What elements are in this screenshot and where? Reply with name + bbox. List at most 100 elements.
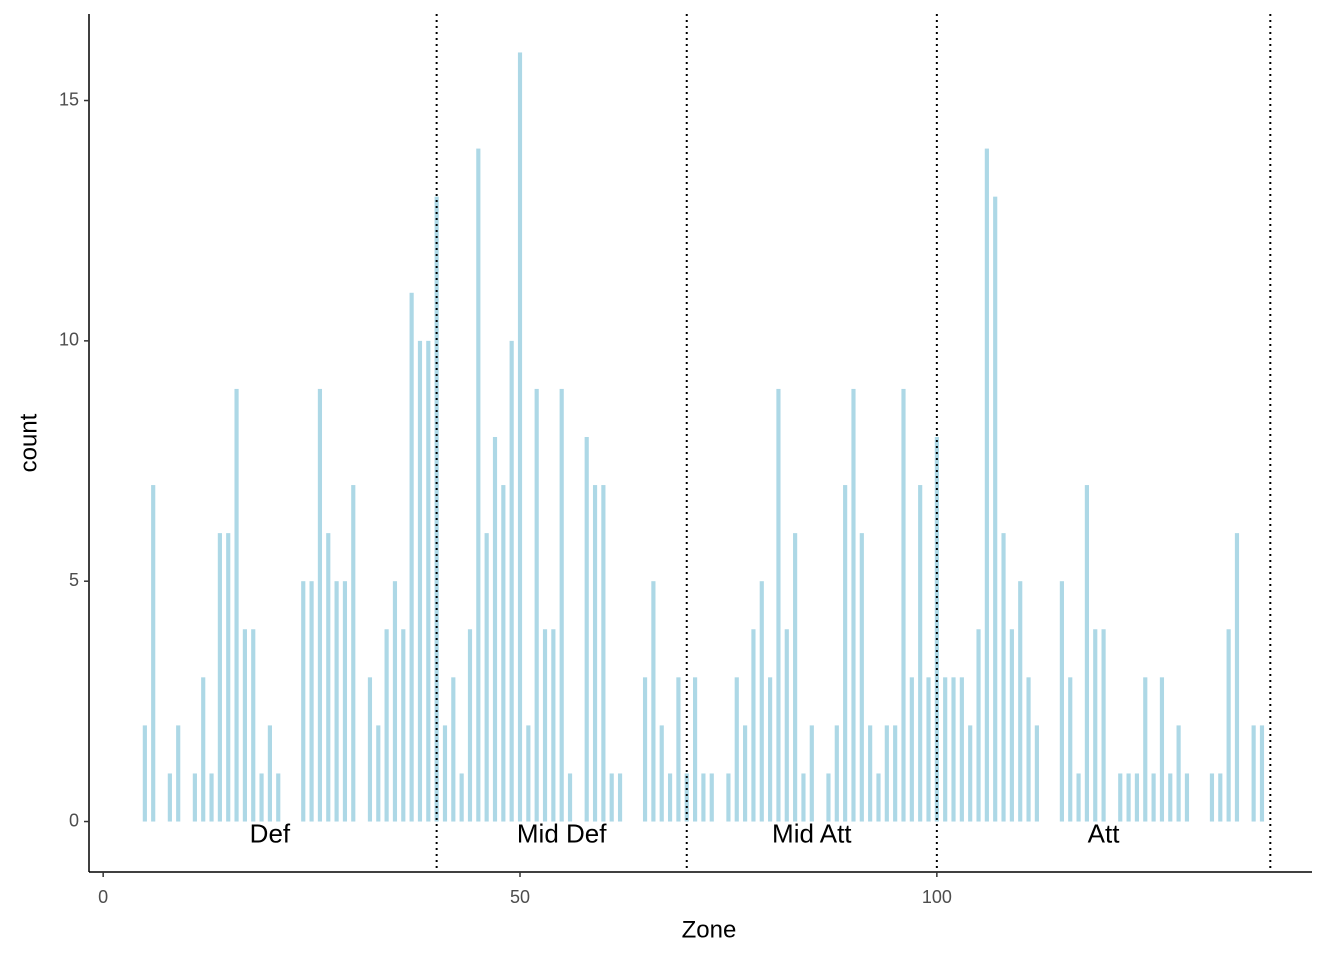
bar xyxy=(676,677,681,822)
bar xyxy=(651,581,656,822)
bar xyxy=(1018,581,1023,822)
bar xyxy=(1176,725,1181,822)
bar xyxy=(667,773,673,822)
zone-label: Def xyxy=(250,818,291,848)
bar xyxy=(201,677,206,822)
bar xyxy=(151,485,156,822)
bar xyxy=(843,485,848,822)
bar xyxy=(317,388,323,822)
bar xyxy=(1118,773,1123,822)
bar xyxy=(859,533,864,822)
bar xyxy=(251,629,256,822)
bar xyxy=(943,677,948,822)
bar xyxy=(309,581,314,822)
bar xyxy=(809,725,814,822)
bar xyxy=(1084,485,1089,822)
y-tick-label: 15 xyxy=(59,89,79,109)
bar xyxy=(793,533,798,822)
y-tick-label: 0 xyxy=(69,810,79,830)
bar xyxy=(1093,629,1098,822)
zone-label: Att xyxy=(1088,818,1121,848)
bar xyxy=(751,629,756,822)
bar xyxy=(276,773,281,822)
bar xyxy=(1134,773,1140,822)
bar xyxy=(701,773,706,822)
bar xyxy=(601,485,606,822)
bar xyxy=(1126,773,1131,822)
x-tick-label: 50 xyxy=(510,887,530,907)
bar xyxy=(559,388,564,822)
y-tick-label: 10 xyxy=(59,330,79,350)
bar xyxy=(326,533,331,822)
bar xyxy=(459,773,464,822)
bar xyxy=(426,340,431,822)
bar xyxy=(642,677,648,822)
x-axis-title: Zone xyxy=(682,916,737,943)
bar xyxy=(167,773,172,822)
bar xyxy=(584,436,589,822)
bar xyxy=(1251,725,1256,822)
bar xyxy=(451,677,456,822)
bar xyxy=(376,725,381,822)
bar xyxy=(1159,677,1165,822)
bar xyxy=(826,773,831,822)
bar xyxy=(259,773,264,822)
bar xyxy=(351,485,356,822)
bar xyxy=(951,677,956,822)
bar xyxy=(734,677,739,822)
bar xyxy=(993,196,998,822)
bar xyxy=(542,629,548,822)
bar xyxy=(776,388,781,822)
bar xyxy=(868,725,873,822)
bar xyxy=(226,533,231,822)
bar xyxy=(484,533,489,822)
bar xyxy=(467,629,473,822)
bar xyxy=(142,725,147,822)
zone-label: Mid Att xyxy=(772,818,852,848)
bar xyxy=(1068,677,1073,822)
bar xyxy=(342,581,348,822)
bar xyxy=(784,629,789,822)
bar xyxy=(768,677,773,822)
bar xyxy=(709,773,714,822)
bar xyxy=(401,629,406,822)
bar xyxy=(409,292,414,822)
bar xyxy=(1209,773,1215,822)
bar xyxy=(659,725,664,822)
bar xyxy=(684,773,689,822)
bar xyxy=(918,485,923,822)
bar xyxy=(1101,629,1106,822)
bar xyxy=(893,725,898,822)
bar xyxy=(217,533,222,822)
bar xyxy=(1143,677,1148,822)
bar xyxy=(968,725,973,822)
bar xyxy=(692,677,698,822)
bar xyxy=(334,581,339,822)
bar xyxy=(442,725,448,822)
bar xyxy=(592,485,598,822)
bar xyxy=(1168,773,1173,822)
bar xyxy=(384,629,389,822)
bar xyxy=(851,388,856,822)
bar xyxy=(743,725,748,822)
x-tick-label: 100 xyxy=(922,887,952,907)
bar xyxy=(834,725,839,822)
bar xyxy=(509,340,514,822)
bar xyxy=(267,725,272,822)
bar xyxy=(192,773,197,822)
bar xyxy=(976,629,981,822)
bar xyxy=(801,773,806,822)
bar xyxy=(392,581,398,822)
bar xyxy=(492,436,498,822)
bar xyxy=(959,677,964,822)
bar xyxy=(1026,677,1031,822)
zone-label: Mid Def xyxy=(517,818,607,848)
bar xyxy=(417,340,423,822)
y-axis-title: count xyxy=(15,413,42,472)
bar xyxy=(567,773,573,822)
bar xyxy=(1076,773,1081,822)
bar xyxy=(1009,629,1014,822)
bar xyxy=(501,485,506,822)
bar xyxy=(242,629,247,822)
